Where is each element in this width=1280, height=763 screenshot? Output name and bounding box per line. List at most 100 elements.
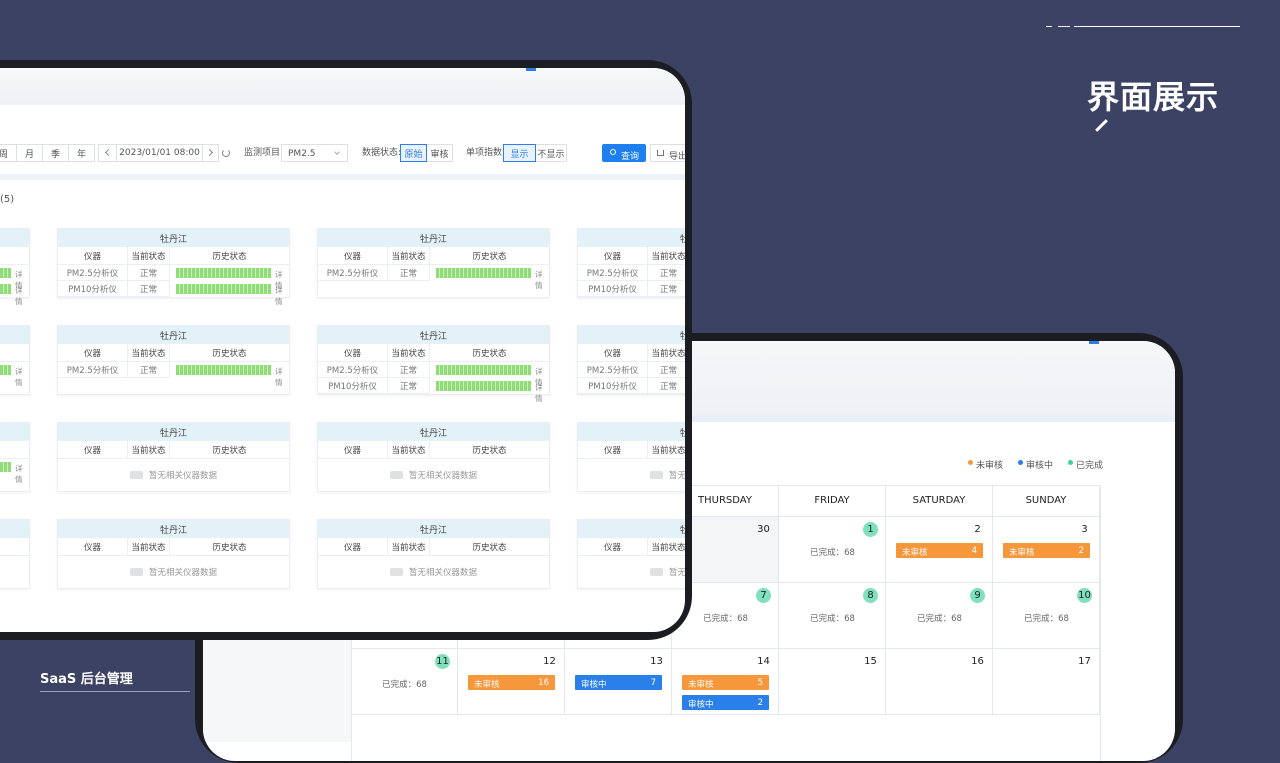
history-bar: [176, 365, 271, 375]
card-title: 牡丹江: [318, 229, 549, 247]
day-number: 1: [863, 522, 878, 537]
status-tag[interactable]: 审核中 7: [575, 675, 662, 690]
day-cell: 17: [993, 649, 1100, 715]
datetime[interactable]: 2023/01/01 08:00: [116, 144, 203, 162]
deco-line: [1046, 26, 1052, 27]
day-cell: 11 已完成：68: [351, 649, 458, 715]
day-cell: 9 已完成：68: [886, 583, 993, 649]
card-title: 牡丹江: [58, 423, 289, 441]
index-label: 单项指数:: [466, 148, 506, 158]
status: 正常: [648, 281, 685, 297]
detail-link[interactable]: 详情: [535, 383, 543, 403]
status: 正常: [388, 265, 430, 281]
export-text: 导出: [669, 152, 685, 162]
legend-label: 审核中: [1026, 461, 1054, 471]
instrument: PM10分析仪: [578, 281, 648, 297]
empty-state: 暂无相关仪器数据: [318, 459, 549, 491]
state-option[interactable]: 原始: [400, 144, 427, 162]
footer-line: [40, 691, 190, 692]
column-header: 仪器: [58, 538, 128, 556]
column-header: 仪器: [58, 247, 128, 265]
instrument: PM2.5分析仪: [578, 362, 648, 378]
column-header: 当前状态: [388, 538, 430, 556]
next-button[interactable]: [202, 144, 219, 162]
status: 正常: [128, 281, 170, 297]
tag-label: 未审核: [688, 680, 714, 690]
history-bar: [436, 268, 531, 278]
day-number: 3: [1081, 524, 1088, 535]
detail-link[interactable]: 详情: [15, 270, 23, 290]
empty-icon: [389, 471, 403, 479]
column-header: 历史状态: [0, 441, 29, 459]
detail-link[interactable]: 详情: [15, 464, 23, 484]
band: [0, 174, 685, 180]
detail-link[interactable]: 详情: [535, 270, 543, 290]
project-select[interactable]: PM2.5: [281, 144, 348, 162]
status-tag[interactable]: 未审核 4: [896, 543, 983, 558]
station-card: 牡丹江仪器当前状态历史状态暂无相关仪器数据: [317, 519, 550, 589]
card-title: 牡丹江: [58, 520, 289, 538]
column-header: 当前状态: [388, 247, 430, 265]
status-tag[interactable]: 未审核 16: [468, 675, 555, 690]
history-bar: [176, 268, 271, 278]
instrument: PM2.5分析仪: [58, 265, 128, 281]
refresh-icon[interactable]: [222, 149, 230, 157]
column-header: 仪器: [318, 344, 388, 362]
completed-count: 已完成：68: [382, 680, 427, 690]
query-button[interactable]: 查询: [602, 144, 646, 162]
status-tag[interactable]: 未审核 5: [682, 675, 769, 690]
day-number: 14: [757, 656, 770, 667]
tag-count: 2: [1078, 546, 1084, 556]
period-button[interactable]: 年: [68, 144, 95, 162]
column-header: 仪器: [578, 538, 648, 556]
day-cell: 1 已完成：68: [779, 517, 886, 583]
instrument: PM2.5分析仪: [318, 265, 388, 281]
tag-count: 7: [650, 678, 656, 688]
card-title: 牡丹江: [0, 520, 29, 538]
tag-count: 2: [757, 698, 763, 708]
card-title: 牡丹江: [0, 423, 29, 441]
day-cell: 15: [779, 649, 886, 715]
period-button[interactable]: 月: [16, 144, 43, 162]
legend-dot: [968, 460, 973, 465]
status-tag[interactable]: 审核中 2: [682, 695, 769, 710]
status-tag[interactable]: 未审核 2: [1003, 543, 1090, 558]
empty-state: 暂无相关仪器数据: [578, 459, 685, 491]
column-header: 历史状态: [0, 538, 29, 556]
period-button[interactable]: 季: [42, 144, 69, 162]
card-title: 牡丹江: [0, 326, 29, 344]
period-button[interactable]: 周: [0, 144, 17, 162]
weekday-cell: THURSDAY: [672, 485, 779, 517]
detail-link[interactable]: 详情: [15, 286, 23, 306]
card-title: 牡丹江: [318, 423, 549, 441]
history-bar: [0, 365, 11, 375]
index-option[interactable]: 不显示: [535, 144, 567, 162]
day-cell: 14 未审核 5 审核中 2: [672, 649, 779, 715]
empty-text: 暂无相关仪器数据: [148, 471, 217, 481]
detail-link[interactable]: 详情: [275, 367, 283, 387]
detail-link[interactable]: 详情: [275, 270, 283, 290]
instrument: PM2.5分析仪: [318, 362, 388, 378]
state-option[interactable]: 审核: [426, 144, 453, 162]
search-icon: [610, 149, 616, 155]
detail-link[interactable]: 详情: [275, 286, 283, 306]
legend-dot: [1018, 460, 1023, 465]
index-option[interactable]: 显示: [503, 144, 536, 162]
export-button[interactable]: 导出: [650, 144, 685, 162]
column-header: 当前状态: [648, 441, 685, 459]
history-bar: [0, 462, 11, 472]
page-title: 界面展示: [1087, 78, 1220, 116]
empty-text: 暂无相关仪器数据: [668, 471, 685, 481]
status: 正常: [648, 265, 685, 281]
detail-link[interactable]: 详情: [535, 367, 543, 387]
day-number: 12: [543, 656, 556, 667]
day-cell: 8 已完成：68: [779, 583, 886, 649]
tablet-screen: 周月季年 2023/01/01 08:00 监测项目: PM2.5 数据状态: 原始 审核 单…: [0, 68, 685, 632]
footer-label: SaaS 后台管理: [40, 672, 133, 687]
day-cell: 13 审核中 7: [565, 649, 672, 715]
legend-label: 未审核: [976, 461, 1004, 471]
detail-link[interactable]: 详情: [15, 367, 23, 387]
empty-state: 暂无相关仪器数据: [58, 459, 289, 491]
